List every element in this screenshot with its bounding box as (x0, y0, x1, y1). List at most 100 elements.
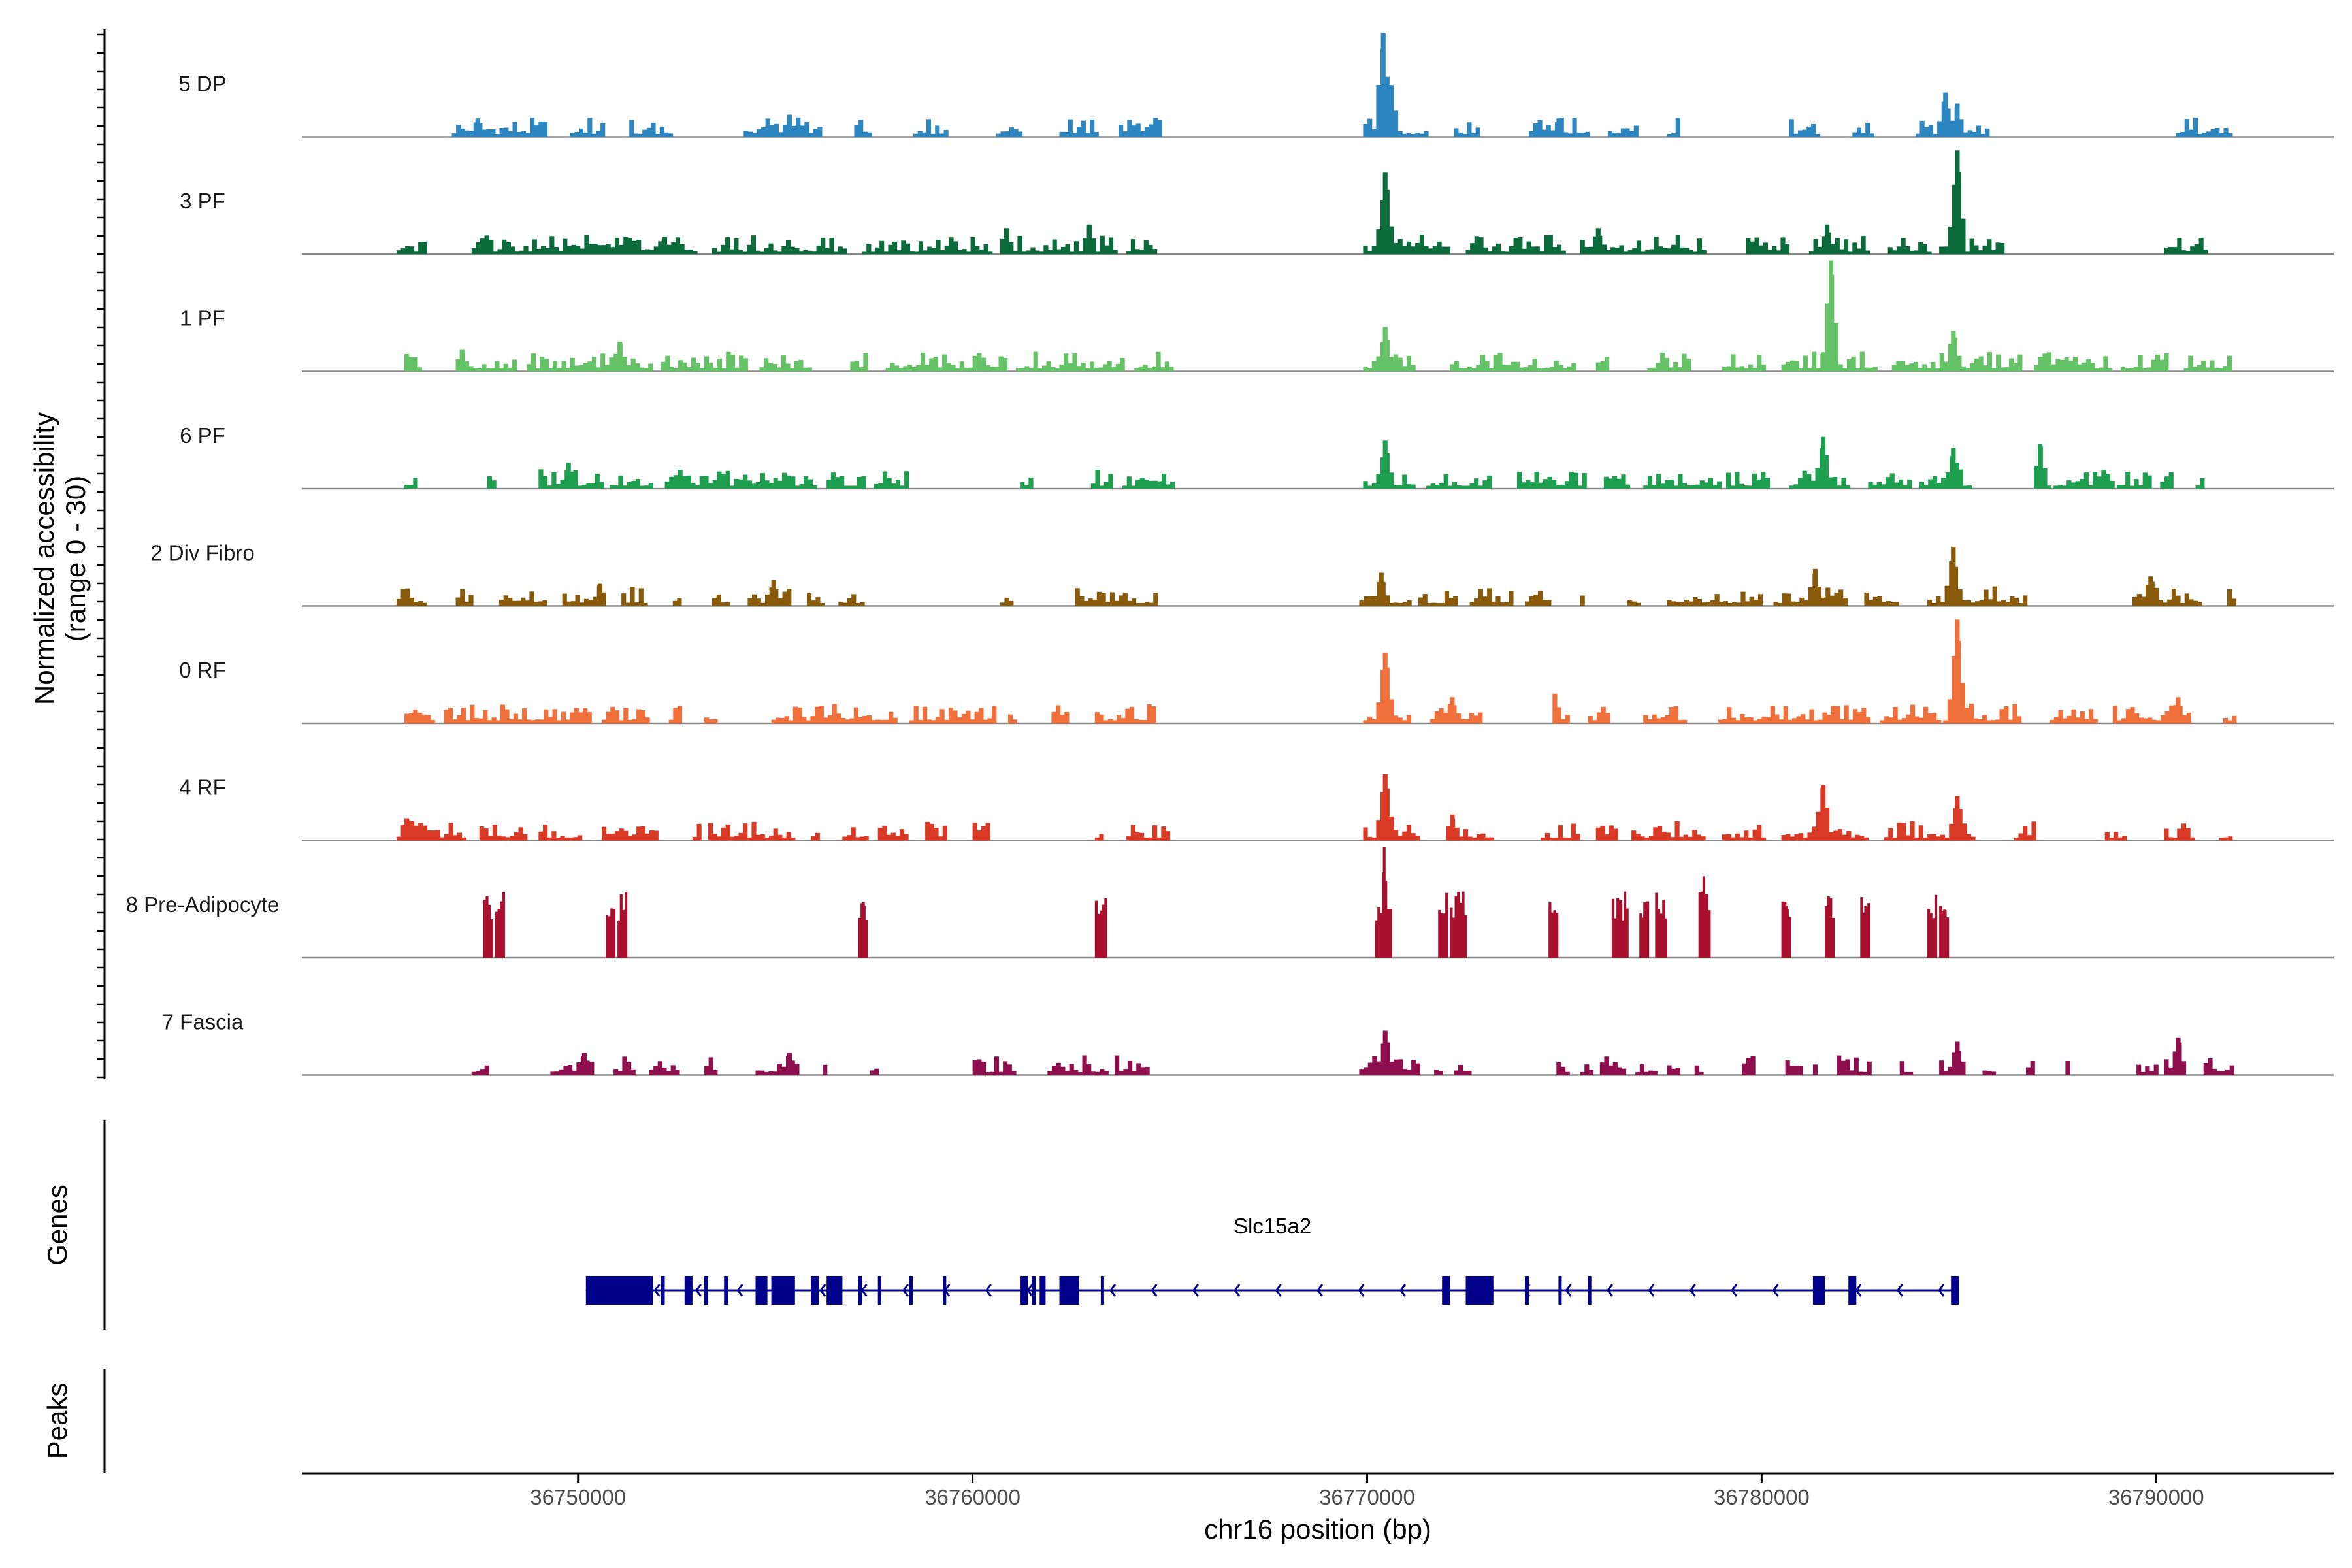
coverage-bar (634, 602, 640, 606)
coverage-bar (757, 129, 762, 137)
coverage-bar (1842, 834, 1847, 841)
coverage-bar (1641, 917, 1644, 958)
coverage-bar (649, 1070, 654, 1075)
coverage-bar (1986, 720, 1991, 723)
coverage-bar (606, 834, 611, 841)
coverage-bar (1627, 600, 1633, 606)
coverage-bar (623, 830, 629, 841)
coverage-bar (1980, 133, 1985, 137)
coverage-bar (1556, 707, 1561, 723)
coverage-bar (1454, 128, 1459, 137)
coverage-bar (1669, 367, 1674, 372)
coverage-bar (583, 598, 589, 606)
coverage-bar (686, 475, 691, 489)
coverage-bar (2176, 1037, 2181, 1075)
coverage-bar (1439, 483, 1445, 489)
coverage-bar (903, 366, 908, 372)
coverage-bar (1671, 133, 1676, 137)
coverage-bar (1059, 131, 1064, 137)
coverage-bar (2177, 828, 2182, 841)
coverage-bar (790, 368, 795, 372)
coverage-bar (1662, 248, 1667, 254)
coverage-bar (1788, 720, 1793, 723)
coverage-bar (489, 240, 494, 254)
coverage-bar (1085, 133, 1090, 137)
coverage-bar (1648, 1070, 1654, 1075)
coverage-bar (1710, 600, 1716, 606)
coverage-bar (1670, 837, 1676, 841)
coverage-bar (2125, 709, 2131, 723)
coverage-bar (974, 711, 979, 723)
coverage-bar (996, 133, 1001, 137)
coverage-bar (693, 251, 698, 254)
coverage-bar (560, 836, 565, 841)
coverage-bar (1411, 484, 1416, 489)
coverage-bar (1542, 129, 1547, 137)
gene-track (585, 1276, 1959, 1305)
coverage-bar (1974, 245, 1979, 254)
coverage-bar (1946, 108, 1951, 137)
track-label: 1 PF (180, 306, 225, 331)
coverage-bar (564, 837, 570, 841)
coverage-bar (887, 478, 892, 489)
coverage-bar (613, 353, 619, 372)
coverage-bar (1552, 693, 1558, 723)
coverage-bar (1829, 595, 1835, 606)
coverage-bar (1462, 134, 1467, 137)
coverage-bar (638, 133, 643, 137)
coverage-bar (1070, 251, 1075, 254)
coverage-bar (583, 363, 588, 372)
coverage-bar (1667, 1065, 1672, 1075)
coverage-bar (1719, 602, 1724, 606)
coverage-bar (1803, 837, 1808, 841)
coverage-bar (1522, 248, 1527, 254)
coverage-bar (1033, 351, 1038, 372)
coverage-bar (716, 251, 721, 254)
coverage-bar (2190, 246, 2195, 254)
coverage-bar (580, 602, 585, 606)
coverage-bar (1567, 133, 1573, 137)
coverage-bar (1877, 596, 1882, 606)
coverage-bar (1135, 480, 1141, 489)
coverage-bar (505, 837, 510, 841)
coverage-bar (1609, 825, 1614, 841)
coverage-bar (1967, 130, 1972, 137)
coverage-bar (2008, 719, 2013, 723)
coverage-bar (1134, 368, 1139, 372)
coverage-bar (1645, 250, 1650, 254)
coverage-bar (1625, 908, 1629, 958)
coverage-bar (1411, 1060, 1416, 1075)
coverage-bar (2189, 129, 2194, 137)
coverage-bar (842, 248, 847, 254)
coverage-bar (521, 597, 526, 606)
coverage-bar (2000, 367, 2005, 372)
coverage-bar (794, 361, 799, 372)
coverage-bar (1767, 250, 1772, 254)
coverage-bar (1051, 367, 1056, 372)
coverage-bar (492, 825, 497, 841)
coverage-bar (1600, 825, 1605, 841)
coverage-bar (1794, 361, 1799, 372)
coverage-bar (2125, 368, 2130, 372)
coverage-bar (1727, 707, 1732, 723)
coverage-bar (1099, 714, 1104, 723)
coverage-bar (1406, 133, 1412, 137)
coverage-bar (1943, 1071, 1948, 1075)
coverage-bar (1748, 717, 1754, 723)
coverage-bar (790, 246, 795, 254)
coverage-bar (791, 476, 796, 489)
coverage-bar (568, 1065, 573, 1075)
coverage-bar (809, 133, 814, 137)
coverage-bar (1584, 247, 1590, 254)
coverage-bar (1489, 837, 1494, 841)
coverage-bar (1828, 477, 1833, 489)
gene-exon (811, 1276, 819, 1305)
coverage-bar (580, 248, 585, 254)
coverage-bar (1108, 474, 1113, 489)
coverage-bar (1454, 361, 1460, 372)
gene-exon (1812, 1276, 1825, 1305)
coverage-bar (1028, 477, 1034, 489)
coverage-bar (1682, 719, 1688, 723)
coverage-bar (563, 1066, 568, 1075)
coverage-bar (855, 360, 860, 372)
